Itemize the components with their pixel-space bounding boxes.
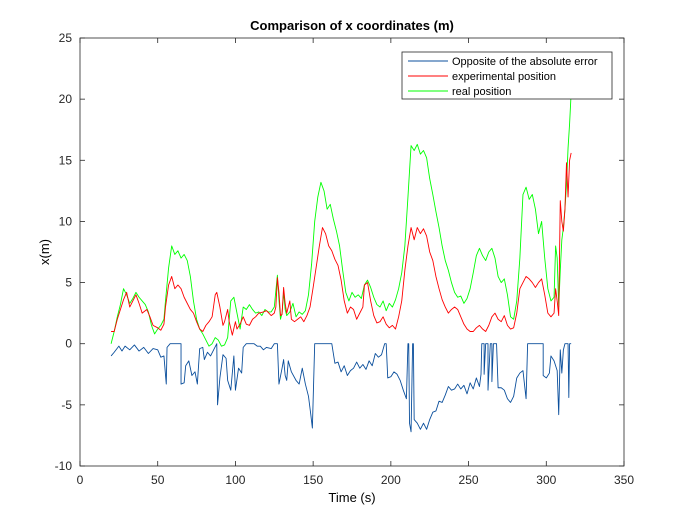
axes-box xyxy=(79,37,625,467)
tick-layer: 0 50 100 150 200 250 300 350 -10 -5 0 5 10 15 20 25 xyxy=(55,31,635,487)
y-tick-label: -5 xyxy=(61,398,72,412)
y-tick-label: 10 xyxy=(59,214,73,228)
y-tick-label: 20 xyxy=(59,92,73,106)
x-axis-label: Time (s) xyxy=(328,490,375,505)
y-axis-label: x(m) xyxy=(37,239,52,265)
x-tick-label: 150 xyxy=(303,473,323,487)
legend-label-experimental: experimental position xyxy=(452,71,556,83)
plot-area xyxy=(80,38,624,466)
y-tick-label: 5 xyxy=(65,276,72,290)
series-line-real xyxy=(110,93,572,347)
x-tick-label: 300 xyxy=(536,473,556,487)
legend-label-error: Opposite of the absolute error xyxy=(452,56,598,68)
y-tick-label: 0 xyxy=(65,337,72,351)
x-tick-label: 200 xyxy=(381,473,401,487)
x-tick-label: 250 xyxy=(459,473,479,487)
series-layer xyxy=(110,93,572,433)
legend-label-real: real position xyxy=(452,86,511,98)
legend: Opposite of the absolute error experimen… xyxy=(401,51,613,100)
x-tick-label: 350 xyxy=(614,473,634,487)
series-line-experimental xyxy=(111,152,572,336)
y-tick-label: -10 xyxy=(55,459,73,473)
x-tick-label: 100 xyxy=(225,473,245,487)
y-tick-label: 25 xyxy=(59,31,73,45)
x-tick-label: 50 xyxy=(151,473,165,487)
x-tick-label: 0 xyxy=(77,473,84,487)
series-line-error xyxy=(110,343,572,433)
y-tick-label: 15 xyxy=(59,153,73,167)
chart-title: Comparison of x coordinates (m) xyxy=(250,18,454,33)
